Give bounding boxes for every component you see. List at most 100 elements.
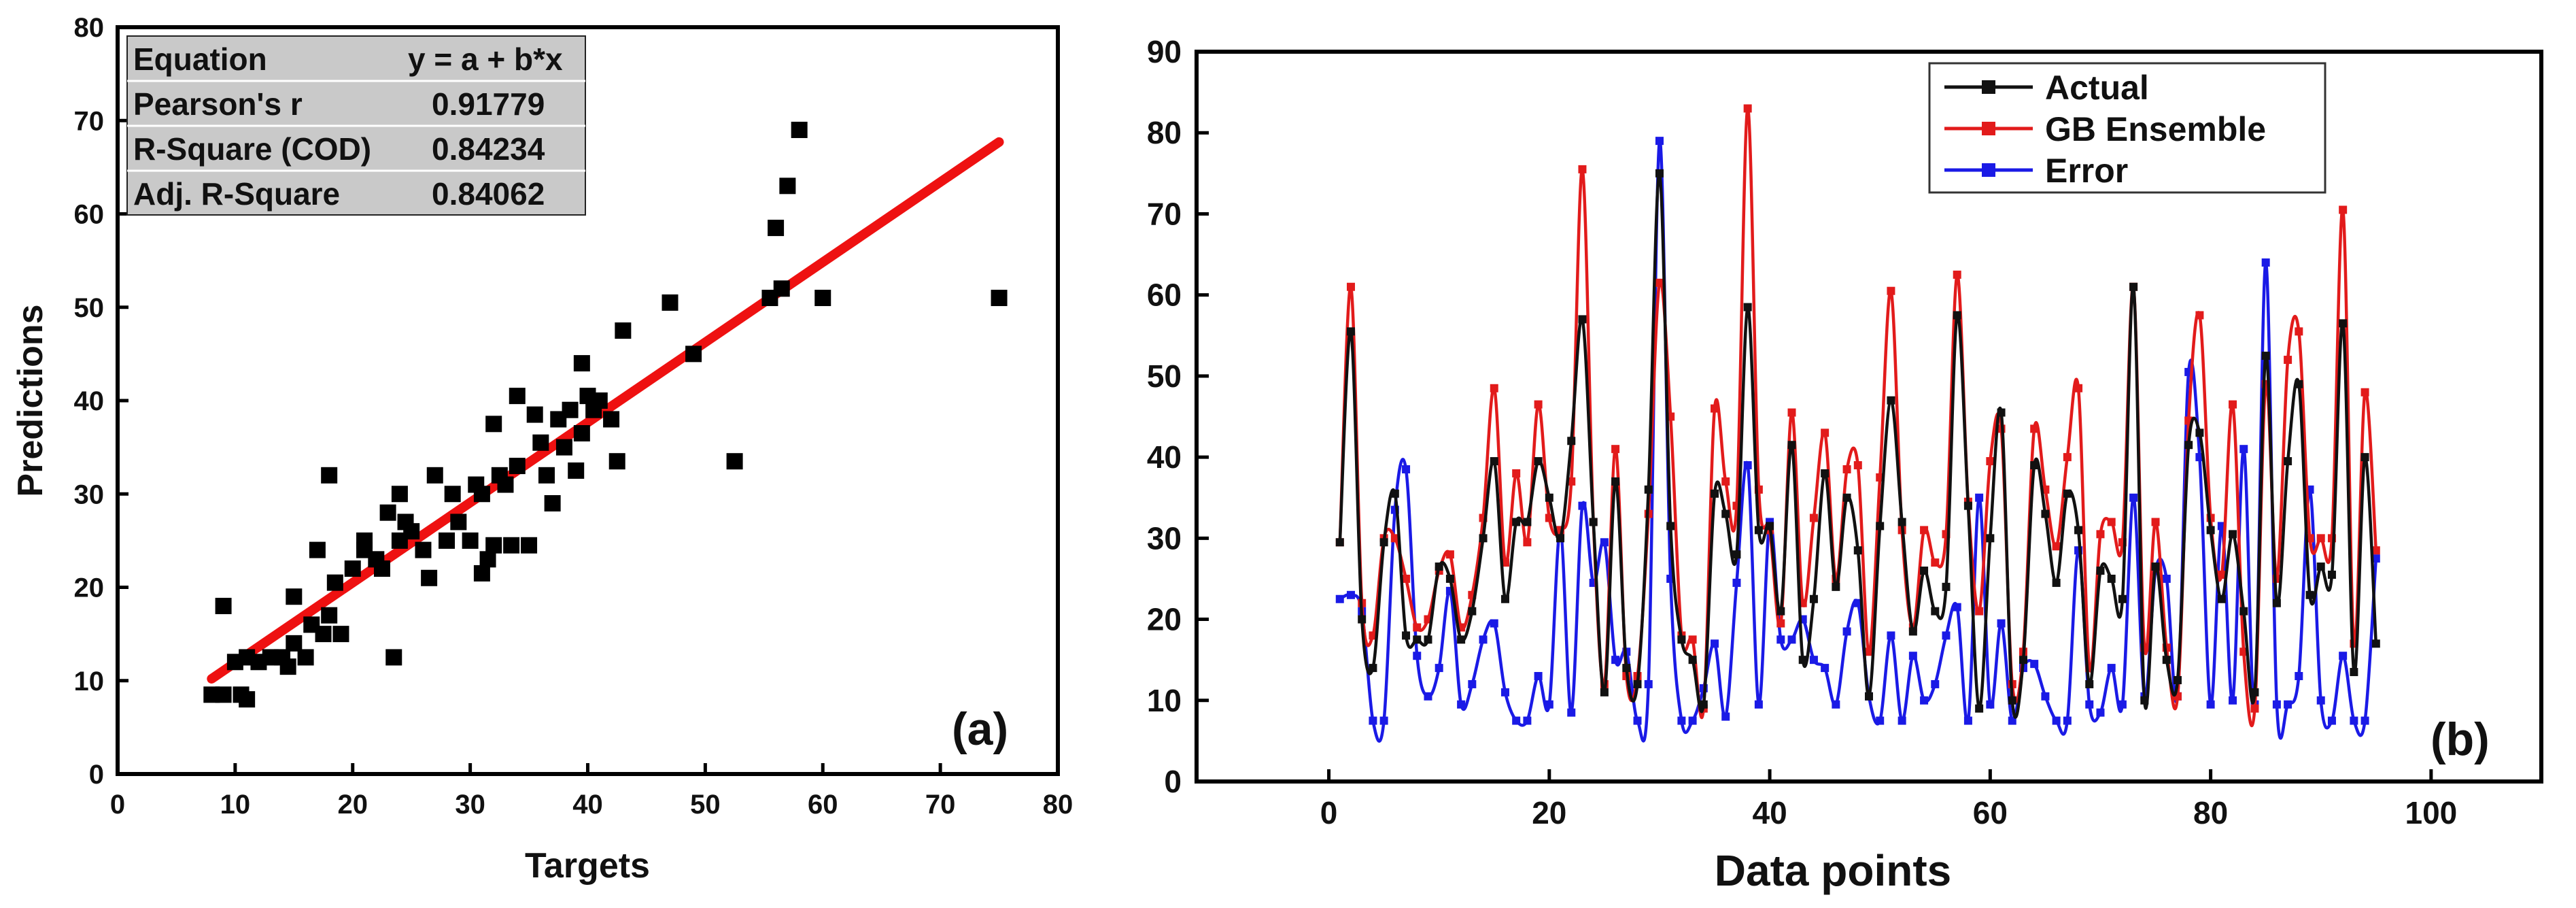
data-point-error: [1887, 631, 1895, 640]
data-point-error: [1975, 493, 1984, 502]
scatter-point: [603, 411, 620, 428]
data-point-gb-ensemble: [2063, 453, 2072, 462]
data-point-actual: [2261, 352, 2270, 360]
scatter-point: [315, 626, 332, 643]
data-point-actual: [1534, 457, 1543, 466]
data-point-actual: [1798, 656, 1807, 665]
data-point-error: [2096, 708, 2105, 717]
data-point-actual: [1986, 534, 1995, 543]
data-point-error: [1402, 465, 1411, 473]
x-tick-label: 40: [572, 790, 603, 820]
data-point-actual: [1655, 169, 1664, 178]
data-point-error: [1578, 501, 1587, 510]
data-point-error: [1644, 679, 1653, 688]
scatter-point: [403, 523, 420, 540]
data-point-actual: [1677, 635, 1686, 644]
data-point-actual: [2350, 668, 2358, 677]
data-point-actual: [1699, 700, 1708, 709]
data-point-error: [1908, 652, 1917, 660]
data-point-gb-ensemble: [2284, 356, 2292, 365]
data-point-error: [1512, 716, 1521, 725]
data-point-actual: [2063, 489, 2072, 498]
x-axis-title: Data points: [1715, 846, 1951, 895]
data-point-actual: [2229, 530, 2237, 539]
panel-b-plot-frame: [1195, 50, 2543, 784]
data-point-actual: [1500, 594, 1509, 603]
x-tick-label: 20: [1532, 795, 1566, 830]
data-point-error: [2295, 672, 2303, 681]
data-point-actual: [2339, 319, 2348, 328]
data-point-actual: [1832, 582, 1840, 591]
legend-marker-actual: [1982, 80, 1995, 94]
scatter-point: [773, 280, 790, 297]
data-point-gb-ensemble: [1390, 534, 1399, 543]
y-tick-label: 0: [1164, 764, 1182, 799]
data-point-actual: [2272, 599, 2281, 607]
y-axis-title: Predictions: [11, 304, 50, 497]
data-point-actual: [1963, 501, 1972, 510]
data-point-actual: [1754, 526, 1763, 535]
legend-label-gb-ensemble: GB Ensemble: [2045, 110, 2266, 148]
data-point-actual: [2305, 590, 2314, 599]
scatter-point: [791, 121, 808, 138]
data-point-gb-ensemble: [1953, 270, 1961, 279]
data-point-error: [1567, 708, 1576, 717]
data-point-error: [1842, 627, 1851, 636]
scatter-point: [239, 691, 256, 708]
scatter-point: [421, 569, 438, 586]
stats-value: 0.84234: [432, 131, 545, 167]
y-tick-label: 10: [1147, 683, 1182, 718]
y-tick-label: 20: [74, 573, 105, 603]
data-point-error: [1776, 635, 1785, 644]
data-point-gb-ensemble: [2151, 518, 2160, 526]
data-point-actual: [1578, 315, 1587, 324]
data-point-error: [1942, 631, 1951, 640]
data-point-error: [1876, 716, 1885, 725]
x-tick-label: 50: [690, 790, 721, 820]
data-point-gb-ensemble: [2052, 542, 2061, 551]
scatter-point: [215, 686, 232, 703]
data-point-actual: [2162, 656, 2171, 665]
scatter-point: [473, 486, 490, 503]
data-point-actual: [2107, 574, 2116, 583]
y-tick-label: 80: [74, 13, 105, 43]
data-point-error: [2316, 696, 2325, 705]
data-point-gb-ensemble: [2339, 205, 2348, 214]
data-point-error: [1655, 137, 1664, 146]
scatter-point: [309, 541, 326, 558]
data-point-error: [2030, 660, 2039, 669]
data-point-actual: [1787, 441, 1796, 450]
data-point-gb-ensemble: [1865, 648, 1873, 656]
data-point-error: [1424, 692, 1432, 701]
data-point-actual: [2118, 594, 2127, 603]
data-point-error: [2239, 445, 2248, 454]
data-point-error: [1711, 639, 1719, 648]
scatter-point: [568, 462, 585, 479]
x-tick-label: 10: [220, 790, 251, 820]
scatter-point: [426, 467, 443, 484]
data-point-gb-ensemble: [1920, 526, 1929, 535]
scatter-point: [573, 425, 590, 442]
data-point-actual: [2360, 453, 2369, 462]
stats-table: Equation y = a + b*x Pearson's r 0.91779…: [126, 35, 586, 216]
data-point-actual: [1424, 635, 1432, 644]
x-tick-label: 100: [2405, 795, 2457, 830]
data-point-gb-ensemble: [1986, 457, 1995, 466]
scatter-point: [591, 392, 608, 409]
legend-marker-gb-ensemble: [1982, 122, 1995, 135]
data-point-actual: [1600, 688, 1609, 696]
data-point-gb-ensemble: [1721, 477, 1730, 486]
data-point-actual: [1490, 457, 1498, 466]
legend-label-error: Error: [2045, 152, 2128, 190]
data-point-gb-ensemble: [1445, 550, 1454, 559]
data-point-error: [1457, 700, 1466, 709]
data-point-actual: [2250, 688, 2259, 696]
data-point-actual: [1721, 509, 1730, 518]
data-point-actual: [1931, 607, 1940, 616]
stats-value: 0.91779: [432, 86, 545, 122]
scatter-point: [462, 532, 479, 549]
stats-label: Pearson's r: [133, 86, 303, 122]
data-point-error: [1435, 664, 1443, 673]
scatter-point: [473, 565, 490, 582]
data-point-gb-ensemble: [1655, 278, 1664, 287]
